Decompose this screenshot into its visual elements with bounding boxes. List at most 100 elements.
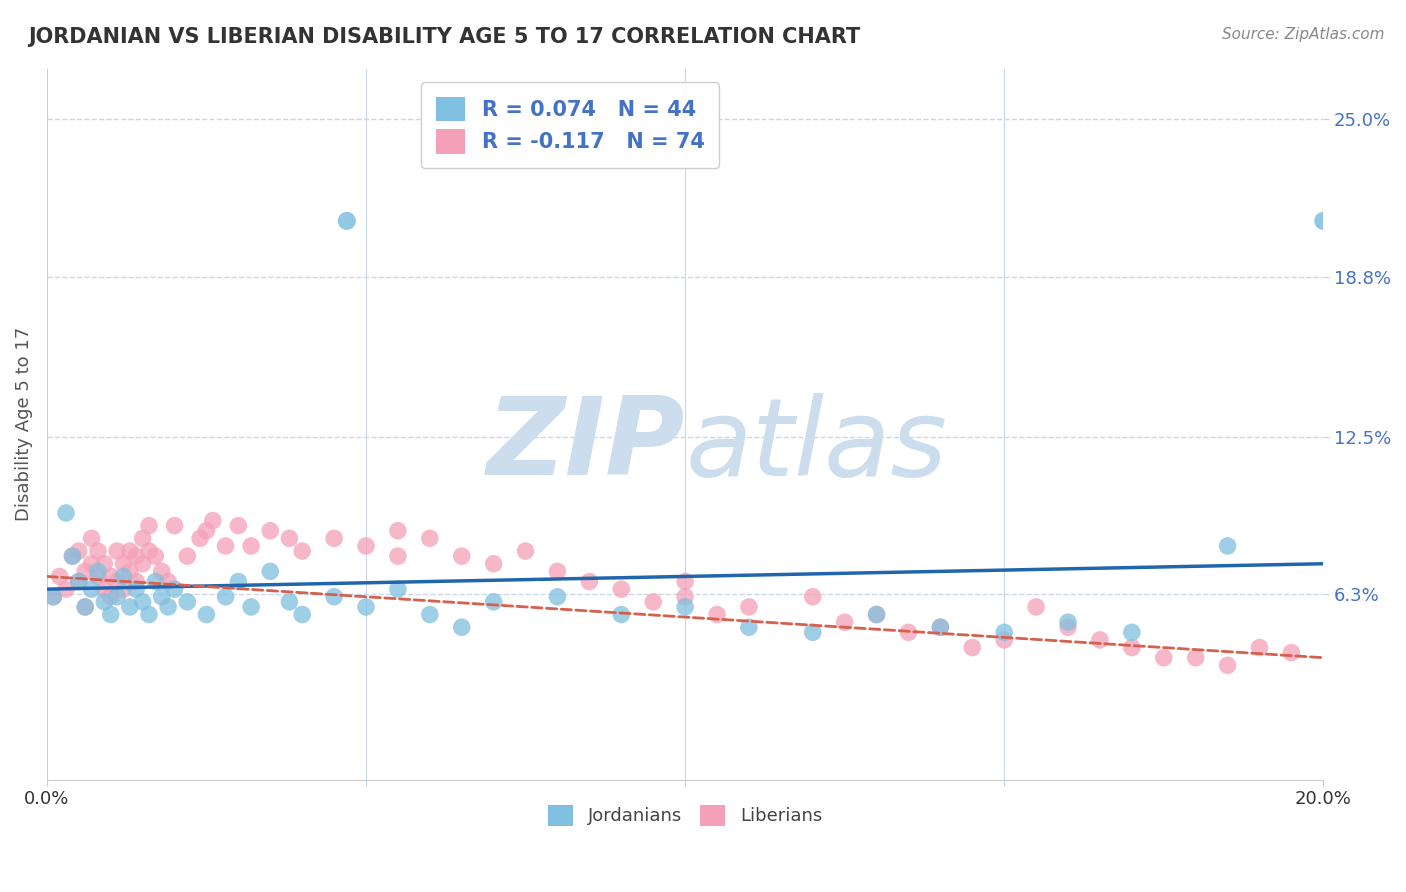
Point [419, 607, 441, 622]
Point [278, 532, 301, 546]
Point [105, 590, 128, 604]
Point [450, 549, 472, 563]
Point [118, 565, 141, 579]
Point [1025, 599, 1047, 614]
Point [67, 574, 90, 589]
Text: ZIP: ZIP [486, 392, 685, 499]
Point [929, 620, 952, 634]
Point [131, 557, 153, 571]
Point [865, 607, 887, 622]
Point [87, 569, 110, 583]
Point [323, 590, 346, 604]
Point [1057, 620, 1080, 634]
Point [673, 574, 696, 589]
Point [42, 590, 65, 604]
Point [138, 518, 160, 533]
Point [42, 590, 65, 604]
Point [240, 599, 263, 614]
Point [105, 544, 128, 558]
Point [482, 595, 505, 609]
Point [125, 574, 148, 589]
Point [157, 574, 180, 589]
Point [673, 599, 696, 614]
Point [201, 514, 224, 528]
Point [387, 582, 409, 596]
Point [387, 524, 409, 538]
Point [87, 565, 110, 579]
Point [214, 539, 236, 553]
Point [55, 582, 77, 596]
Point [610, 607, 633, 622]
Point [291, 544, 314, 558]
Point [228, 574, 250, 589]
Point [67, 574, 90, 589]
Point [163, 518, 186, 533]
Point [125, 549, 148, 563]
Point [929, 620, 952, 634]
Point [291, 607, 314, 622]
Point [62, 549, 84, 563]
Point [131, 532, 153, 546]
Point [578, 574, 600, 589]
Point [1281, 646, 1303, 660]
Point [259, 524, 281, 538]
Point [150, 565, 173, 579]
Point [259, 565, 281, 579]
Point [993, 625, 1015, 640]
Point [112, 569, 135, 583]
Point [145, 574, 167, 589]
Point [55, 506, 77, 520]
Point [801, 625, 824, 640]
Point [87, 544, 110, 558]
Point [610, 582, 633, 596]
Point [150, 590, 173, 604]
Point [354, 539, 377, 553]
Point [112, 582, 135, 596]
Point [240, 539, 263, 553]
Point [93, 557, 115, 571]
Point [897, 625, 920, 640]
Point [228, 518, 250, 533]
Point [1216, 658, 1239, 673]
Point [387, 549, 409, 563]
Text: JORDANIAN VS LIBERIAN DISABILITY AGE 5 TO 17 CORRELATION CHART: JORDANIAN VS LIBERIAN DISABILITY AGE 5 T… [28, 27, 860, 46]
Point [962, 640, 984, 655]
Point [865, 607, 887, 622]
Text: atlas: atlas [685, 392, 948, 498]
Point [157, 599, 180, 614]
Point [75, 565, 97, 579]
Point [75, 599, 97, 614]
Point [188, 532, 211, 546]
Point [163, 582, 186, 596]
Point [145, 549, 167, 563]
Point [62, 549, 84, 563]
Point [546, 565, 568, 579]
Point [546, 590, 568, 604]
Point [834, 615, 856, 629]
Point [80, 532, 103, 546]
Point [138, 607, 160, 622]
Point [195, 607, 218, 622]
Point [93, 582, 115, 596]
Point [673, 590, 696, 604]
Point [75, 599, 97, 614]
Point [214, 590, 236, 604]
Point [482, 557, 505, 571]
Point [138, 544, 160, 558]
Point [118, 544, 141, 558]
Point [450, 620, 472, 634]
Point [323, 532, 346, 546]
Point [1121, 625, 1143, 640]
Point [801, 590, 824, 604]
Point [1216, 539, 1239, 553]
Legend: Jordanians, Liberians: Jordanians, Liberians [538, 796, 831, 835]
Point [125, 582, 148, 596]
Point [93, 595, 115, 609]
Point [67, 544, 90, 558]
Point [354, 599, 377, 614]
Point [100, 569, 122, 583]
Point [993, 632, 1015, 647]
Point [112, 557, 135, 571]
Point [1121, 640, 1143, 655]
Point [195, 524, 218, 538]
